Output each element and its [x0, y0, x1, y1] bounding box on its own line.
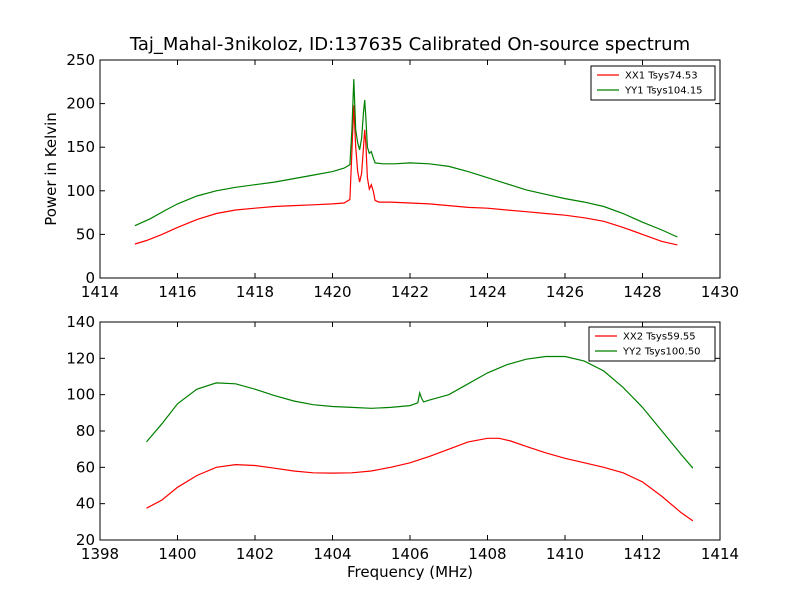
- legend: XX1 Tsys74.53 YY1 Tsys104.15: [590, 65, 716, 101]
- x-tick-label: 1420: [313, 283, 351, 301]
- x-tick-label: 1428: [623, 283, 661, 301]
- x-tick-label: 1418: [236, 283, 274, 301]
- y-tick-label: 40: [76, 495, 95, 513]
- x-tick-label: 1410: [546, 545, 584, 563]
- x-tick-label: 1422: [391, 283, 429, 301]
- series-line-1: [146, 437, 694, 522]
- y-tick-label: 120: [66, 349, 95, 367]
- legend-entry: YY2 Tsys100.50: [622, 347, 701, 358]
- x-tick-label: 1402: [236, 545, 274, 563]
- x-tick-label: 1416: [158, 283, 196, 301]
- y-tick-label: 50: [76, 225, 95, 243]
- series-line-2: [134, 79, 678, 238]
- x-tick-label: 1398: [81, 545, 119, 563]
- series-line-1: [134, 105, 678, 246]
- y-tick-label: 250: [66, 51, 95, 69]
- y-tick-label: 140: [66, 313, 95, 331]
- x-tick-label: 1412: [623, 545, 661, 563]
- y-tick-label: 80: [76, 422, 95, 440]
- x-tick-label: 1430: [701, 283, 739, 301]
- legend-box: [588, 326, 716, 362]
- y-tick-label: 200: [66, 95, 95, 113]
- y-tick-label: 150: [66, 138, 95, 156]
- y-tick-label: 100: [66, 182, 95, 200]
- y-tick-label: 0: [85, 269, 95, 287]
- series-line-2: [146, 355, 694, 469]
- legend-entry: XX1 Tsys74.53: [625, 71, 698, 82]
- x-tick-label: 1404: [313, 545, 351, 563]
- x-tick-label: 1424: [468, 283, 506, 301]
- x-axis-label: Frequency (MHz): [347, 563, 473, 581]
- legend: XX2 Tsys59.55 YY2 Tsys100.50: [588, 326, 716, 362]
- legend-entry: YY1 Tsys104.15: [624, 86, 703, 97]
- x-tick-label: 1408: [468, 545, 506, 563]
- x-tick-label: 1414: [81, 283, 119, 301]
- y-tick-label: 20: [76, 531, 95, 549]
- x-tick-label: 1414: [701, 545, 739, 563]
- legend-entry: XX2 Tsys59.55: [623, 332, 696, 343]
- x-tick-label: 1406: [391, 545, 429, 563]
- y-tick-label: 60: [76, 458, 95, 476]
- y-tick-label: 100: [66, 386, 95, 404]
- top-panel: 1414 1416 1418 1420 1422 1424 1426 1428 1430 0 50 1…: [42, 51, 739, 301]
- legend-box: [590, 65, 716, 101]
- x-tick-label: 1400: [158, 545, 196, 563]
- bottom-panel: 1398 1400 1402 1404 1406 1408 1410 1412 1414 20 40…: [66, 313, 739, 581]
- y-axis-label: Power in Kelvin: [42, 112, 60, 226]
- x-tick-label: 1426: [546, 283, 584, 301]
- chart-title: Taj_Mahal-3nikoloz, ID:137635 Calibrated…: [129, 34, 691, 55]
